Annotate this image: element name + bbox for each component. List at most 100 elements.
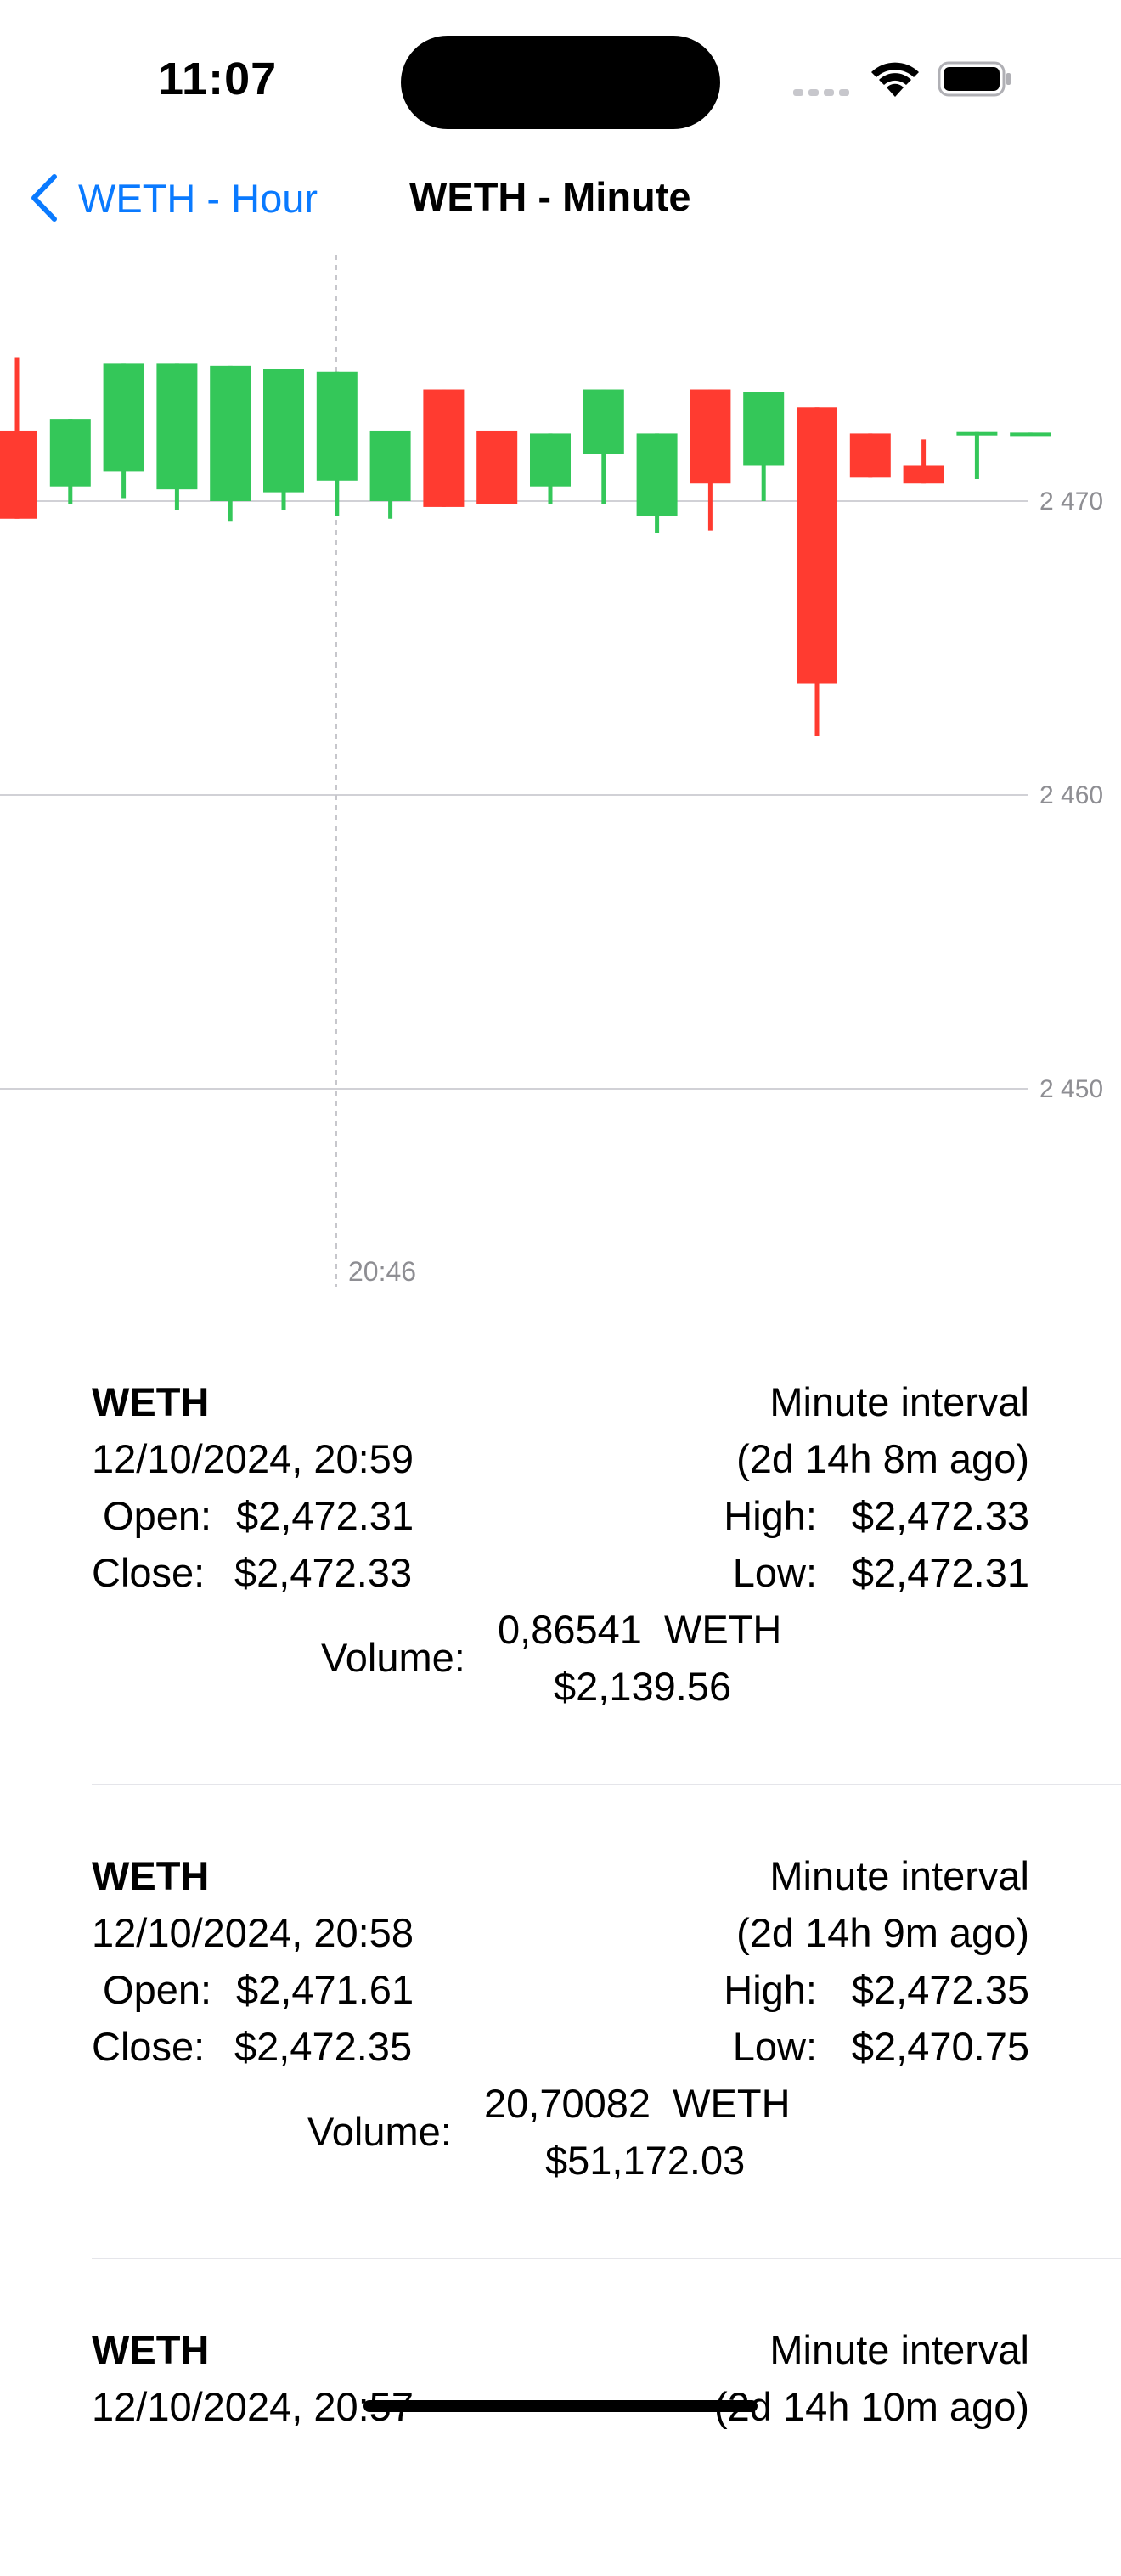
navigation-bar: WETH - Hour WETH - Minute [0, 161, 1121, 246]
dynamic-island [401, 36, 720, 129]
candlestick[interactable] [636, 433, 678, 534]
candlestick[interactable] [210, 365, 251, 522]
entry-ago: (2d 14h 8m ago) [736, 1436, 1029, 1481]
y-tick-label: 2 470 [1039, 488, 1103, 516]
close-value: $2,472.35 [234, 2024, 413, 2069]
entry-header-row: WETH Minute interval [92, 1373, 1029, 1430]
candlestick[interactable] [530, 433, 571, 504]
candle-body [369, 430, 411, 501]
x-tick-label: 20:46 [348, 1256, 416, 1287]
candlestick[interactable] [797, 407, 837, 736]
candlestick[interactable] [690, 389, 731, 531]
low-value: $2,470.75 [851, 2024, 1029, 2069]
candle-body [956, 431, 998, 436]
candle-body [156, 363, 198, 490]
candle-body [583, 389, 624, 454]
candlestick[interactable] [476, 430, 518, 504]
high-value: $2,472.35 [851, 1967, 1029, 2012]
status-bar: 11:07 [0, 0, 1121, 161]
entry-card[interactable]: WETH Minute interval 12/10/2024, 20:57 (2d … [92, 2321, 1029, 2576]
high-label: High: [724, 1967, 817, 2012]
candlestick[interactable] [743, 392, 785, 501]
candlestick[interactable] [1010, 432, 1051, 437]
entry-time-row: 12/10/2024, 20:57 (2d 14h 10m ago) [92, 2378, 1029, 2435]
low-value: $2,472.31 [851, 1550, 1029, 1595]
back-button-label: WETH - Hour [78, 175, 318, 221]
entry-ago: (2d 14h 9m ago) [736, 1910, 1029, 1955]
candle-body [903, 465, 944, 484]
y-tick-label: 2 450 [1039, 1075, 1103, 1103]
candlestick[interactable] [583, 389, 624, 504]
status-time: 11:07 [158, 54, 278, 104]
candlestick[interactable] [263, 369, 304, 510]
entry-header-row: WETH Minute interval [92, 2321, 1029, 2378]
volume-usd: $51,172.03 [545, 2138, 746, 2183]
entry-symbol: WETH [92, 2327, 210, 2372]
volume-label: Volume: [321, 1635, 465, 1680]
high-label: High: [724, 1493, 817, 1538]
candlestick[interactable] [369, 430, 411, 519]
candlestick[interactable] [0, 357, 37, 519]
volume-usd: $2,139.56 [554, 1664, 732, 1709]
close-label: Close: [92, 2024, 206, 2069]
candlestick[interactable] [156, 363, 198, 510]
home-indicator[interactable] [363, 2400, 758, 2412]
entry-time-row: 12/10/2024, 20:59 (2d 14h 8m ago) [92, 1430, 1029, 1487]
candlestick[interactable] [49, 419, 91, 504]
entry-open-high-row: Open: $2,471.61 High: $2,472.35 [92, 1961, 1029, 2018]
chevron-left-icon [31, 174, 57, 222]
entry-card[interactable]: WETH Minute interval 12/10/2024, 20:59 (2d … [92, 1373, 1029, 1709]
candle-body [797, 407, 837, 684]
candle-body [530, 433, 571, 487]
candlestick[interactable] [103, 363, 144, 499]
candlestick[interactable] [423, 389, 465, 507]
candlestick[interactable] [316, 371, 358, 516]
candle-body [210, 365, 251, 501]
entry-open-high-row: Open: $2,472.31 High: $2,472.33 [92, 1487, 1029, 1544]
entry-volume-block: Volume: 20,70082 WETH $51,172.03 [92, 2075, 1029, 2189]
volume-amount: 0,86541 WETH [498, 1607, 782, 1652]
list-divider [92, 2258, 1121, 2259]
entry-volume-block: Volume: 0,86541 WETH $2,139.56 [92, 1601, 1029, 1715]
candlestick[interactable] [849, 433, 891, 478]
candlestick[interactable] [956, 431, 998, 480]
low-label: Low: [732, 2024, 817, 2069]
list-divider [92, 1784, 1121, 1785]
open-value: $2,472.31 [236, 1493, 414, 1538]
entry-ago: (2d 14h 10m ago) [713, 2384, 1029, 2429]
wifi-icon [871, 62, 919, 97]
entry-interval: Minute interval [769, 1853, 1029, 1898]
page-title: WETH - Minute [409, 174, 691, 219]
entry-close-low-row: Close: $2,472.33 Low: $2,472.31 [92, 1544, 1029, 1601]
candle-body [423, 389, 465, 507]
candle-body [0, 430, 37, 519]
entry-interval: Minute interval [769, 1379, 1029, 1424]
candlestick-chart[interactable]: 2 470 2 460 2 450 20:46 [0, 246, 1121, 1299]
entry-header-row: WETH Minute interval [92, 1847, 1029, 1904]
entry-symbol: WETH [92, 1853, 210, 1898]
candle-body [636, 433, 678, 516]
candle-body [1010, 432, 1051, 437]
candlestick[interactable] [903, 439, 944, 484]
back-button[interactable]: WETH - Hour [29, 173, 318, 223]
cellular-signal-icon [793, 85, 854, 100]
low-label: Low: [732, 1550, 817, 1595]
volume-amount: 20,70082 WETH [484, 2081, 791, 2126]
candle-body [49, 419, 91, 487]
close-value: $2,472.33 [234, 1550, 413, 1595]
candle-body [849, 433, 891, 478]
candle-body [316, 371, 358, 481]
entry-symbol: WETH [92, 1379, 210, 1424]
candle-body [690, 389, 731, 484]
entry-datetime: 12/10/2024, 20:59 [92, 1436, 414, 1481]
volume-label: Volume: [307, 2109, 452, 2154]
entry-card[interactable]: WETH Minute interval 12/10/2024, 20:58 (2d … [92, 1847, 1029, 2183]
entry-time-row: 12/10/2024, 20:58 (2d 14h 9m ago) [92, 1904, 1029, 1961]
candle-body [103, 363, 144, 472]
entry-interval: Minute interval [769, 2327, 1029, 2372]
close-label: Close: [92, 1550, 206, 1595]
candle-body [476, 430, 518, 504]
entry-datetime: 12/10/2024, 20:58 [92, 1910, 414, 1955]
open-label: Open: [92, 1967, 212, 2012]
open-value: $2,471.61 [236, 1967, 414, 2012]
